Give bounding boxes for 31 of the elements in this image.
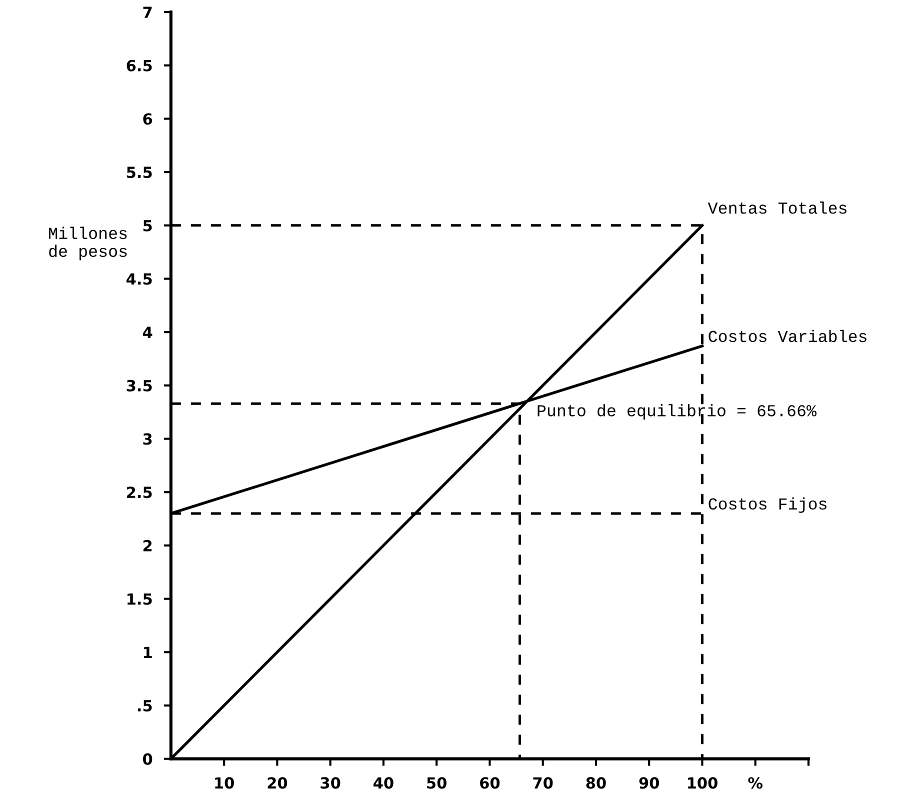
y-tick-label: 5: [143, 220, 152, 232]
y-tick-label: 6: [143, 113, 152, 125]
y-tick-label: 5.5: [127, 166, 152, 178]
y-tick-label: 3: [143, 433, 152, 445]
y-tick-label: 1: [144, 646, 152, 658]
x-tick-label: 50: [427, 777, 446, 789]
y-tick-label: 4: [142, 326, 152, 338]
x-tick-label: 60: [480, 777, 500, 789]
x-tick-label: 90: [639, 777, 660, 789]
x-tick-label: 20: [268, 777, 288, 789]
x-tick-label: 70: [533, 777, 553, 789]
y-axis-title: Millones de pesos: [49, 226, 127, 260]
y-tick-label: 3.5: [126, 380, 152, 392]
y-tick-label: 4.5: [126, 273, 152, 285]
x-tick-label: 10: [215, 777, 234, 789]
y-tick-label: 7: [143, 6, 152, 18]
y-tick-label: 2.5: [127, 486, 152, 498]
series-label: Ventas Totales: [708, 202, 846, 214]
y-tick-label: 6.5: [126, 60, 152, 72]
x-tick-label: 30: [320, 777, 340, 789]
y-tick-label: 0: [142, 753, 152, 765]
y-tick-label: 2: [143, 540, 152, 552]
series-label: Costos Fijos: [708, 497, 826, 513]
x-tick-label: 100: [688, 777, 718, 789]
series-label: Costos Variables: [708, 330, 866, 342]
x-tick-label: 80: [586, 777, 606, 789]
annotation: Punto de equilibrio = 65.66%: [538, 404, 817, 420]
x-tick-label: 40: [374, 777, 394, 789]
y-tick-label: 1.5: [128, 593, 152, 605]
y-tick-label: .5: [138, 700, 152, 712]
x-tick-label: %: [748, 777, 763, 789]
